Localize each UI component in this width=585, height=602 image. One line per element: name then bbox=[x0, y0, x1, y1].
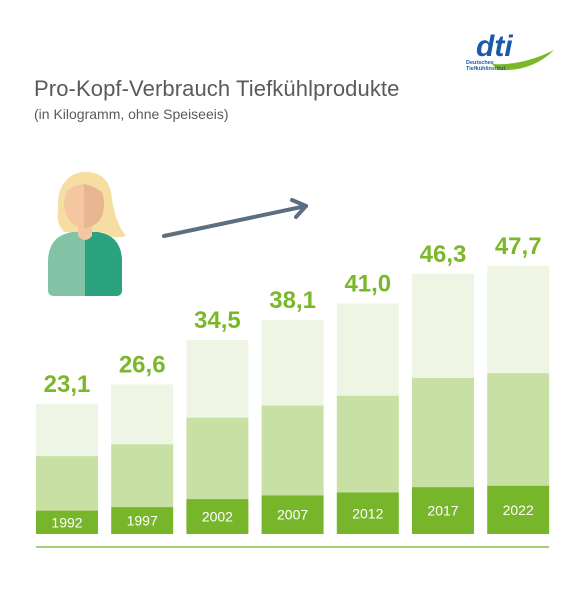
bar-segment-mid bbox=[261, 405, 324, 496]
bar-segment-mid bbox=[36, 456, 98, 511]
category-label: 2017 bbox=[427, 503, 458, 519]
category-label: 2022 bbox=[503, 502, 534, 518]
value-label: 26,6 bbox=[119, 352, 166, 379]
dti-logo-icon: dti bbox=[476, 30, 554, 71]
value-label: 47,7 bbox=[495, 233, 542, 260]
logo-line2: Tiefkühlinstitut bbox=[466, 66, 506, 72]
trend-arrow-icon bbox=[162, 198, 308, 238]
bar-segment-dark bbox=[36, 510, 98, 534]
bar-segment-light bbox=[36, 404, 98, 457]
bar-segment-light bbox=[111, 384, 174, 445]
bar-segment-light bbox=[487, 265, 550, 374]
category-label: 2012 bbox=[352, 505, 383, 521]
bar-segment-dark bbox=[412, 487, 474, 534]
logo-wordmark: dti bbox=[476, 30, 513, 63]
bar-segment-dark bbox=[111, 507, 174, 534]
category-label: 1997 bbox=[127, 513, 158, 529]
category-label: 2002 bbox=[202, 509, 233, 525]
bar-segment-mid bbox=[412, 377, 474, 488]
bar-segment-light bbox=[261, 319, 324, 406]
value-label: 38,1 bbox=[269, 287, 316, 314]
value-label: 46,3 bbox=[420, 241, 467, 268]
bars-group: 1992 23,1 1997 26,6 2002 34,5 2007 38,1 2012 41,0… bbox=[36, 233, 550, 534]
chart-title: Pro-Kopf-Verbrauch Tiefkühlprodukte bbox=[34, 76, 400, 101]
bar-segment-mid bbox=[111, 444, 174, 508]
category-label: 1992 bbox=[51, 514, 82, 530]
value-label: 23,1 bbox=[44, 371, 91, 398]
bar-segment-dark bbox=[186, 499, 249, 534]
chart-subtitle: (in Kilogramm, ohne Speiseeis) bbox=[34, 106, 229, 122]
logo-line1: Deutsches bbox=[466, 60, 494, 66]
value-label: 34,5 bbox=[194, 307, 241, 334]
bar-segment-dark bbox=[261, 495, 324, 534]
bar-segment-mid bbox=[487, 373, 550, 486]
category-label: 2007 bbox=[277, 507, 308, 523]
bar-segment-dark bbox=[487, 485, 550, 534]
bar-segment-light bbox=[412, 273, 474, 378]
bar-segment-dark bbox=[336, 492, 399, 534]
dti-logo: dti Deutsches Tiefkühlinstitut bbox=[462, 26, 562, 86]
bar-segment-mid bbox=[336, 395, 399, 493]
bar-segment-light bbox=[186, 340, 249, 418]
value-label: 41,0 bbox=[344, 271, 391, 298]
bar-segment-light bbox=[336, 303, 399, 396]
bar-segment-mid bbox=[186, 417, 249, 500]
person-icon bbox=[48, 171, 126, 296]
